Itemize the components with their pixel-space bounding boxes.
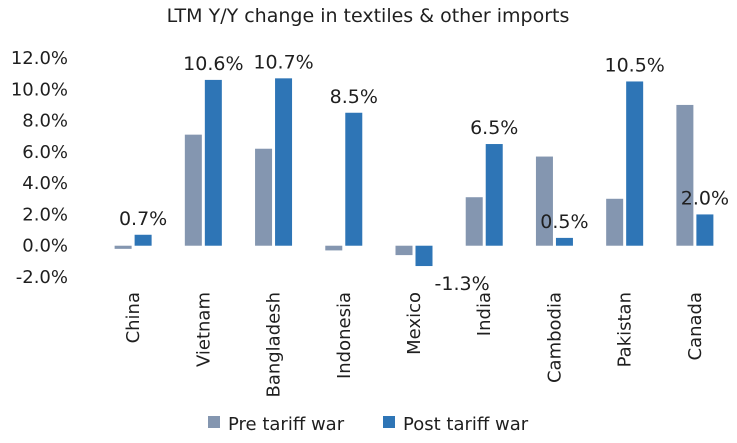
bar-post-china: [134, 234, 152, 246]
x-category-label: Vietnam: [193, 292, 214, 367]
chart-title: LTM Y/Y change in textiles & other impor…: [167, 5, 570, 27]
y-tick-label: 12.0%: [11, 48, 68, 69]
data-label-mexico: -1.3%: [435, 273, 490, 295]
bar-pre-vietnam: [184, 134, 202, 246]
y-tick-label: -2.0%: [16, 267, 68, 288]
bar-post-indonesia: [345, 112, 363, 246]
y-tick-label: 0.0%: [22, 236, 68, 257]
x-category-label: Canada: [685, 292, 706, 361]
bar-post-mexico: [415, 245, 433, 267]
legend: Pre tariff war Post tariff war: [208, 414, 529, 435]
bar-post-india: [485, 144, 503, 246]
bar-post-cambodia: [555, 237, 573, 246]
legend-label-pre: Pre tariff war: [228, 414, 345, 435]
bar-pre-bangladesh: [255, 148, 273, 246]
bar-post-bangladesh: [275, 78, 293, 246]
x-axis-labels: China Vietnam Bangladesh Indonesia Mexico Ind…: [123, 292, 706, 398]
bar-post-vietnam: [204, 79, 222, 246]
bar-pre-india: [465, 197, 483, 246]
y-tick-label: 8.0%: [22, 111, 68, 132]
y-tick-label: 4.0%: [22, 173, 68, 194]
bars: [114, 78, 714, 267]
bar-pre-indonesia: [325, 245, 343, 251]
bar-pre-mexico: [395, 245, 413, 256]
data-label-pakistan: 10.5%: [604, 54, 664, 76]
data-label-canada: 2.0%: [681, 187, 729, 209]
data-label-vietnam: 10.6%: [183, 53, 243, 75]
bar-pre-canada: [676, 104, 694, 246]
x-category-label: China: [123, 292, 144, 343]
x-category-label: India: [474, 292, 495, 336]
bar-pre-china: [114, 245, 132, 249]
legend-swatch-pre: [208, 416, 220, 428]
bar-pre-cambodia: [535, 156, 553, 246]
x-category-label: Mexico: [404, 292, 425, 355]
y-tick-label: 2.0%: [22, 204, 68, 225]
y-tick-label: 10.0%: [11, 79, 68, 100]
x-category-label: Pakistan: [615, 292, 636, 367]
x-category-label: Cambodia: [544, 292, 565, 383]
legend-swatch-post: [383, 416, 395, 428]
data-label-bangladesh: 10.7%: [253, 51, 313, 73]
y-tick-label: 6.0%: [22, 142, 68, 163]
bar-pre-pakistan: [606, 198, 624, 246]
y-axis: -2.0% 0.0% 2.0% 4.0% 6.0% 8.0% 10.0% 12.0%: [11, 48, 68, 288]
legend-label-post: Post tariff war: [403, 414, 529, 435]
bar-post-canada: [696, 214, 714, 246]
data-labels: 0.7% 10.6% 10.7% 8.5% -1.3% 6.5% 0.5% 10.5% 2.0%: [119, 51, 729, 295]
data-label-china: 0.7%: [119, 208, 167, 230]
data-label-india: 6.5%: [470, 117, 518, 139]
bar-post-pakistan: [626, 81, 644, 246]
x-category-label: Indonesia: [334, 292, 355, 379]
data-label-cambodia: 0.5%: [540, 211, 588, 233]
data-label-indonesia: 8.5%: [330, 86, 378, 108]
x-category-label: Bangladesh: [264, 292, 285, 398]
